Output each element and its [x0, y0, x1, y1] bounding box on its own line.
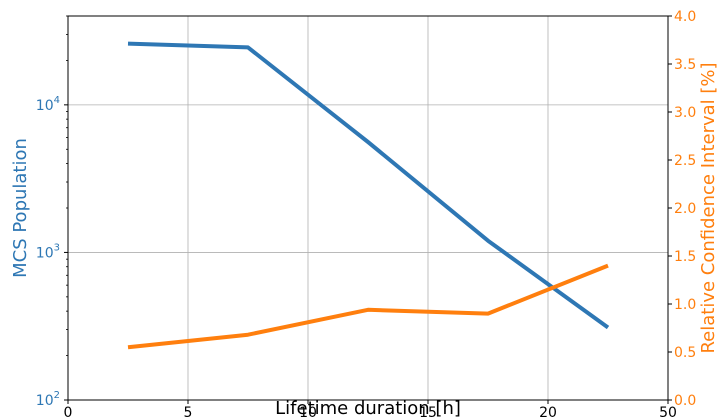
left-y-axis: 102 103 104 — [36, 15, 68, 409]
right-y-tick-label: 1.5 — [674, 249, 696, 265]
left-y-tick-label: 104 — [36, 95, 60, 114]
series-lines — [127, 41, 610, 350]
x-tick-label: 20 — [539, 405, 557, 418]
right-y-tick-label: 1.0 — [674, 297, 696, 313]
left-y-tick-label: 103 — [36, 242, 60, 261]
right-y-tick-label: 4.0 — [674, 9, 696, 25]
right-y-tick-label: 3.0 — [674, 105, 696, 121]
x-axis: 0 5 10 15 20 50 — [64, 400, 677, 418]
x-tick-label: 5 — [184, 405, 193, 418]
right-y-tick-label: 0.5 — [674, 345, 696, 361]
right-y-tick-label: 0.0 — [674, 393, 696, 409]
population-series-line — [127, 41, 610, 330]
x-tick-label: 50 — [659, 405, 677, 418]
right-y-tick-label: 3.5 — [674, 57, 696, 73]
x-axis-title: Lifetime duration [h] — [275, 398, 461, 418]
right-y-tick-label: 2.5 — [674, 153, 696, 169]
right-y-axis-title: Relative Confidence Interval [%] — [698, 62, 719, 353]
left-y-axis-title: MCS Population — [10, 138, 31, 278]
x-tick-label: 15 — [419, 405, 437, 418]
x-tick-label: 10 — [299, 405, 317, 418]
right-y-tick-label: 2.0 — [674, 201, 696, 217]
confidence-series-line — [127, 263, 609, 350]
x-tick-label: 0 — [64, 405, 73, 418]
right-y-axis: 0.0 0.5 1.0 1.5 2.0 2.5 3.0 3.5 4.0 — [668, 9, 696, 409]
left-y-tick-label: 102 — [36, 390, 60, 409]
